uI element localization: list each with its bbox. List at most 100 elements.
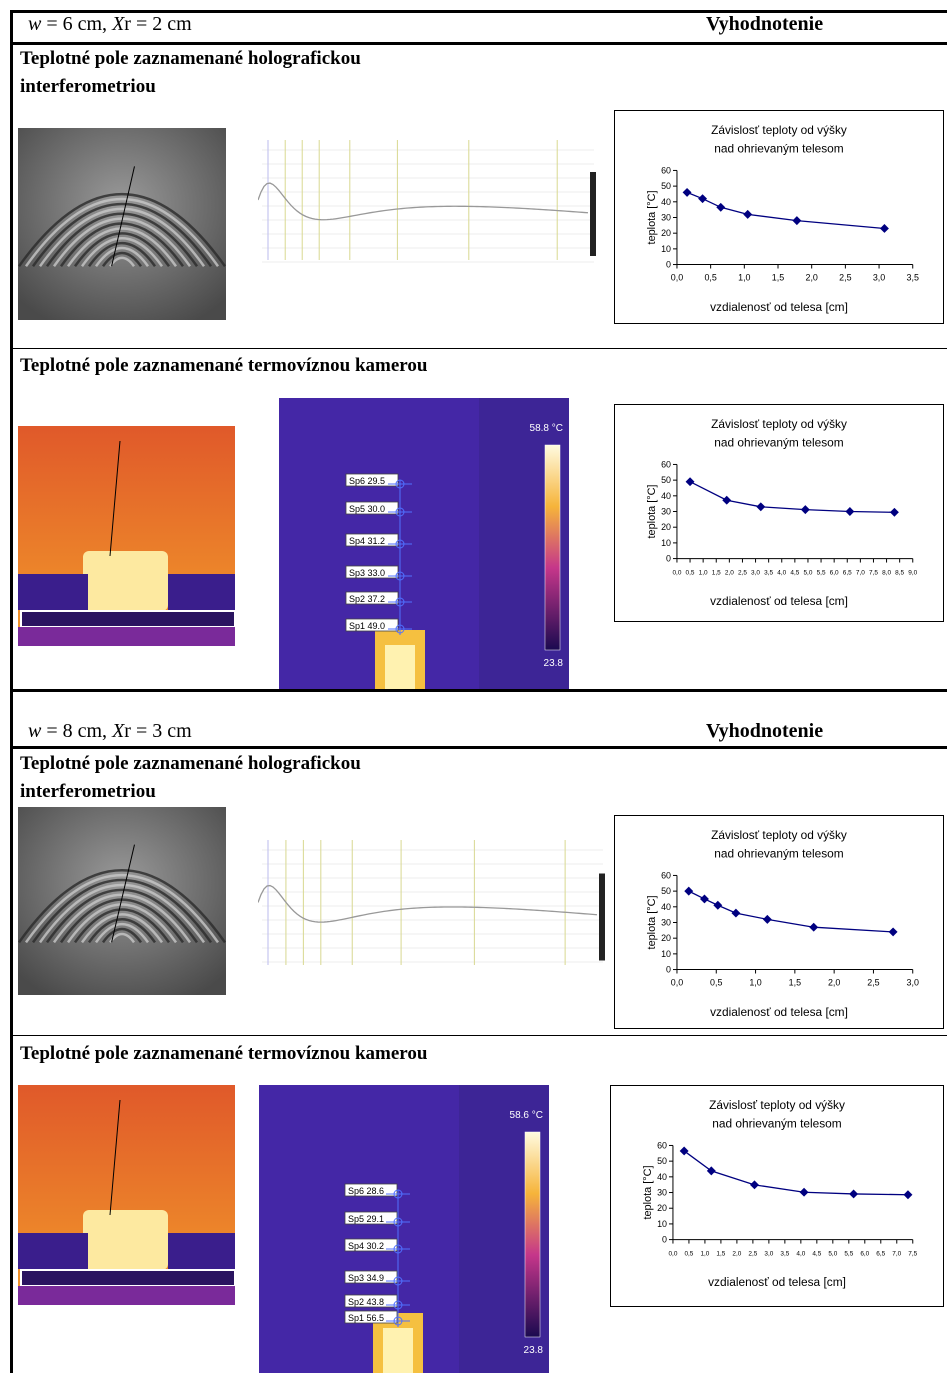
spot-label: Sp3 34.9 xyxy=(348,1273,384,1283)
data-point xyxy=(800,505,810,515)
y-tick-label: 20 xyxy=(661,228,671,238)
y-tick-label: 40 xyxy=(661,902,671,912)
fringe xyxy=(101,927,143,944)
arrow xyxy=(111,166,135,267)
heater-core xyxy=(383,1328,413,1373)
y-tick-label: 40 xyxy=(661,197,671,207)
x-tick-label: 2,0 xyxy=(732,1250,741,1257)
x-tick-label: 0,5 xyxy=(686,569,695,576)
x-tick-label: 6,0 xyxy=(830,569,839,576)
interferogram xyxy=(18,128,226,320)
x-tick-label: 0,0 xyxy=(668,1250,677,1257)
data-point xyxy=(731,908,741,918)
fringe xyxy=(52,893,192,944)
plume xyxy=(259,1085,459,1373)
x-tick-label: 3,5 xyxy=(907,272,919,282)
spot-label: Sp5 29.1 xyxy=(348,1214,384,1224)
x-tick-label: 2,5 xyxy=(867,977,879,987)
x-tick-label: 4,5 xyxy=(790,569,799,576)
x-tick-label: 3,0 xyxy=(873,272,885,282)
scale-max: 58.6 °C xyxy=(510,1110,543,1121)
fringe-profile xyxy=(258,830,607,975)
y-axis-label: teplota [°C] xyxy=(646,896,658,950)
rule xyxy=(10,689,947,692)
x-tick-label: 0,0 xyxy=(671,272,683,282)
bottom xyxy=(18,627,235,646)
y-axis-label: teplota [°C] xyxy=(642,1166,654,1220)
spot-label: Sp1 56.5 xyxy=(348,1313,384,1323)
y-tick-label: 60 xyxy=(657,1140,667,1150)
data-point xyxy=(849,1189,859,1199)
subtitle: Teplotné pole zaznamenané holografickou xyxy=(20,753,361,774)
x-tick-label: 3,5 xyxy=(780,1250,789,1257)
subtitle: Teplotné pole zaznamenané termovíznou ka… xyxy=(20,1043,428,1064)
y-tick-label: 40 xyxy=(657,1172,667,1182)
scale-max: 58.8 °C xyxy=(530,423,563,434)
x-tick-label: 4,5 xyxy=(812,1250,821,1257)
fringe xyxy=(87,241,157,267)
evaluation-heading: Vyhodnotenie xyxy=(706,720,824,742)
line-chart: Závislosť teploty od výšky nad ohrievaným… xyxy=(614,815,944,1029)
data-point xyxy=(713,900,723,910)
data-line xyxy=(686,191,885,230)
y-tick-label: 10 xyxy=(661,949,671,959)
fringe xyxy=(18,869,226,944)
x-axis-label: vzdialenosť od telesa [cm] xyxy=(708,1275,846,1289)
heater-glow xyxy=(83,1210,168,1270)
line-chart: Závislosť teploty od výšky nad ohrievaným… xyxy=(610,1085,944,1307)
x-tick-label: 5,5 xyxy=(844,1250,853,1257)
dark-band xyxy=(18,1233,88,1269)
chart-title: nad ohrievaným telesom xyxy=(714,847,843,861)
subtitle: interferometriou xyxy=(20,76,156,97)
y-tick-label: 50 xyxy=(661,886,671,896)
data-point xyxy=(706,1166,716,1176)
x-tick-label: 2,5 xyxy=(738,569,747,576)
spot-label: Sp6 29.5 xyxy=(349,476,385,486)
y-tick-label: 10 xyxy=(661,244,671,254)
dark-band xyxy=(168,574,235,610)
section-heading: w = 8 cm, Xr = 3 cm xyxy=(28,720,192,743)
y-axis-label: teplota [°C] xyxy=(646,485,658,539)
scale-bar xyxy=(524,1131,541,1338)
fringe xyxy=(31,879,213,944)
data-point xyxy=(698,194,708,204)
fringe xyxy=(45,888,199,944)
arrow xyxy=(111,844,135,943)
subtitle: interferometriou xyxy=(20,781,156,802)
thermal-camera: 58.8 °C 23.8 Sp6 29.5 Sp5 30.0 Sp4 31.2 Sp3 3… xyxy=(279,398,569,690)
heading-part: X xyxy=(112,13,125,35)
x-tick-label: 7,0 xyxy=(892,1250,901,1257)
x-tick-label: 5,0 xyxy=(828,1250,837,1257)
bottom xyxy=(18,1286,235,1305)
x-tick-label: 2,5 xyxy=(748,1250,757,1257)
chart-title: Závislosť teploty od výšky xyxy=(711,417,847,431)
fringe xyxy=(24,874,220,944)
y-tick-label: 40 xyxy=(661,491,671,501)
fringe xyxy=(73,908,171,944)
scale-bar xyxy=(599,873,605,961)
line-chart: Závislosť teploty od výšky nad ohrievaným… xyxy=(614,404,944,622)
y-tick-label: 50 xyxy=(661,181,671,191)
data-point xyxy=(679,1146,689,1156)
heading-part: r = 3 cm xyxy=(124,720,192,742)
spot-label: Sp3 33.0 xyxy=(349,568,385,578)
rule xyxy=(10,42,947,45)
chart-title: Závislosť teploty od výšky xyxy=(711,828,847,842)
data-point xyxy=(722,495,732,505)
fringe xyxy=(80,237,164,267)
x-tick-label: 6,0 xyxy=(860,1250,869,1257)
data-point xyxy=(700,894,709,904)
y-tick-label: 30 xyxy=(661,506,671,516)
data-point xyxy=(685,477,695,487)
x-tick-label: 1,5 xyxy=(712,569,721,576)
fringe xyxy=(66,903,178,944)
scale-min: 23.8 xyxy=(544,658,564,669)
y-tick-label: 50 xyxy=(657,1156,667,1166)
fringe-profile xyxy=(258,130,598,270)
data-point xyxy=(743,209,753,219)
scale-bar xyxy=(544,444,561,651)
spot-label: Sp6 28.6 xyxy=(348,1186,384,1196)
heading-part: = 8 cm, xyxy=(41,720,113,742)
spot-label: Sp2 43.8 xyxy=(348,1297,384,1307)
x-tick-label: 2,0 xyxy=(828,977,840,987)
